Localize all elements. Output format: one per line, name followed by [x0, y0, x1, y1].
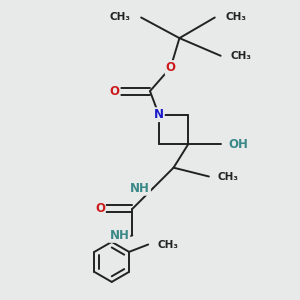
Text: O: O: [110, 85, 120, 98]
Text: O: O: [166, 61, 176, 74]
Text: CH₃: CH₃: [218, 172, 239, 182]
Text: CH₃: CH₃: [110, 13, 131, 22]
Text: NH: NH: [110, 229, 129, 242]
Text: NH: NH: [130, 182, 150, 195]
Text: CH₃: CH₃: [225, 13, 246, 22]
Text: OH: OH: [228, 138, 248, 151]
Text: O: O: [95, 202, 105, 215]
Text: N: N: [154, 108, 164, 121]
Text: CH₃: CH₃: [231, 51, 252, 61]
Text: CH₃: CH₃: [157, 239, 178, 250]
